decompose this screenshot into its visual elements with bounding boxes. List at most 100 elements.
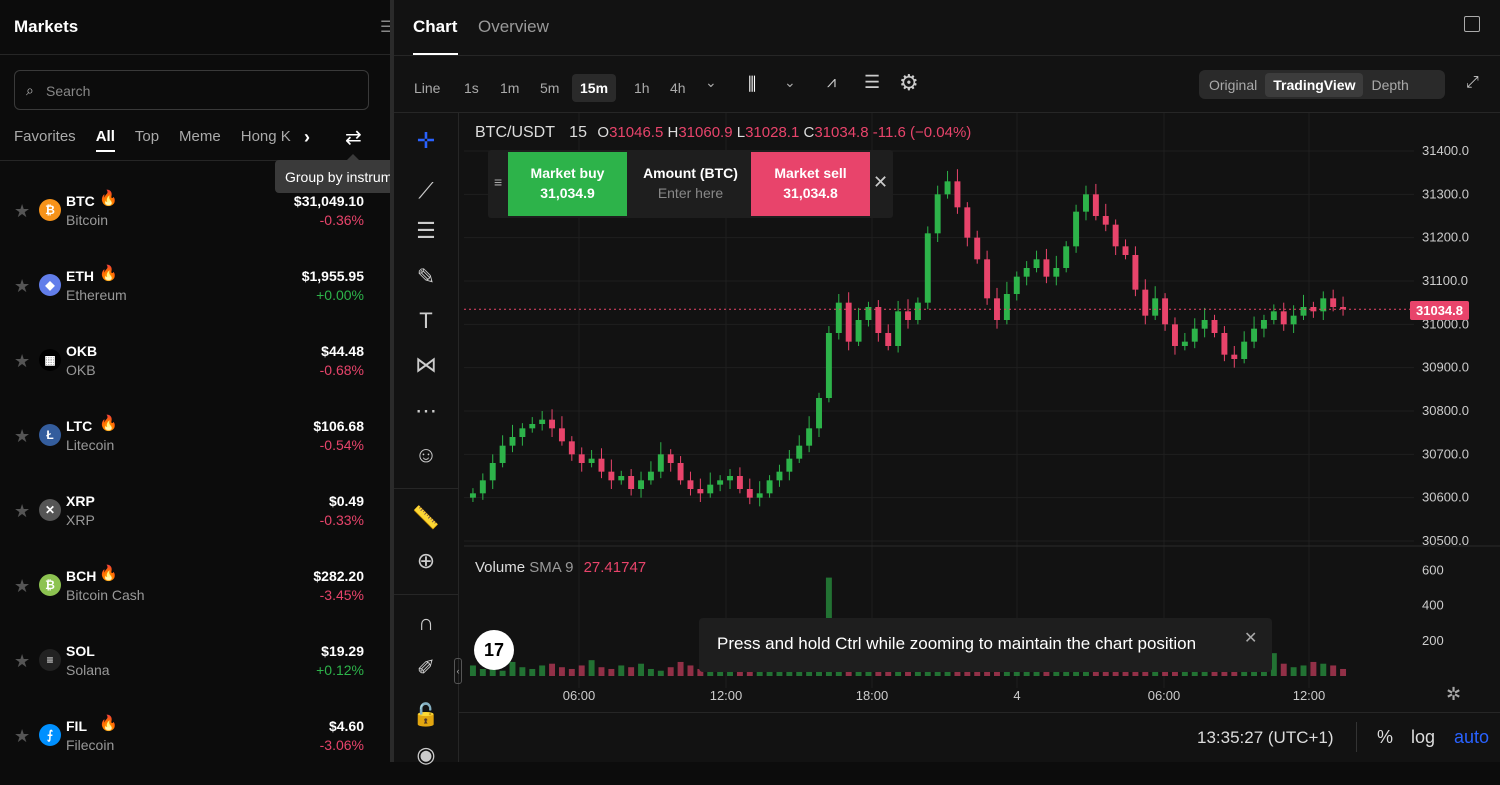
quick-trade: ≡ Market buy 31,034.9 Amount (BTC) Enter… <box>488 150 893 218</box>
market-sell-button[interactable]: Market sell 31,034.8 <box>751 152 870 216</box>
star-icon[interactable]: ★ <box>14 351 31 371</box>
interval: 15 <box>569 124 587 141</box>
tf-4h[interactable]: 4h <box>670 80 686 96</box>
view-switcher: Original TradingView Depth <box>1199 70 1445 99</box>
candle-body <box>539 419 546 424</box>
coin-logo-icon: ≡ <box>39 649 61 671</box>
candle-body <box>1172 324 1178 346</box>
star-icon[interactable]: ★ <box>14 501 31 521</box>
list-icon[interactable]: ☰ <box>864 72 881 92</box>
candle-body <box>1251 328 1258 342</box>
candle-body <box>1112 224 1119 247</box>
collapse-toolbar-icon[interactable]: ‹ <box>454 658 462 684</box>
panel-divider[interactable] <box>390 0 394 762</box>
candle-body <box>1132 255 1139 290</box>
drag-handle-icon[interactable]: ≡ <box>494 174 503 190</box>
star-icon[interactable]: ★ <box>14 201 31 221</box>
brush-icon[interactable]: ✎ <box>416 264 436 289</box>
candle-body <box>885 333 892 346</box>
trendline-icon[interactable]: ⟋ <box>418 178 434 203</box>
coin-row[interactable]: ★ ₿ BTC 🔥 Bitcoin $31,049.10 -0.36% <box>0 185 390 260</box>
star-icon[interactable]: ★ <box>14 426 31 446</box>
market-buy-button[interactable]: Market buy 31,034.9 <box>508 152 627 216</box>
candle-body <box>509 437 516 446</box>
ruler-icon[interactable]: 📏 <box>412 505 440 530</box>
coin-row[interactable]: ★ ◆ ETH 🔥 Ethereum $1,955.95 +0.00% <box>0 260 390 335</box>
tab-overview[interactable]: Overview <box>478 17 549 36</box>
candle-body <box>974 237 981 260</box>
coin-name: XRP <box>66 512 95 528</box>
coin-row[interactable]: ★ ✕ XRP XRP $0.49 -0.33% <box>0 485 390 560</box>
view-depth[interactable]: Depth <box>1371 76 1409 93</box>
close-icon[interactable]: ✕ <box>873 172 889 192</box>
pattern-icon[interactable]: ⋈ <box>415 352 437 377</box>
candle-body <box>984 259 991 299</box>
star-icon[interactable]: ★ <box>14 726 31 746</box>
crosshair-icon[interactable]: ✛ <box>416 128 436 153</box>
tab-all[interactable]: All <box>95 128 115 152</box>
star-icon[interactable]: ★ <box>14 576 31 596</box>
amount-field[interactable]: Amount (BTC) Enter here <box>643 165 738 201</box>
candle-body <box>806 428 813 446</box>
expand-icon[interactable]: ⤢ <box>1466 74 1479 91</box>
tf-line[interactable]: Line <box>414 80 441 96</box>
volume-bar <box>1310 661 1317 676</box>
window-icon[interactable] <box>1464 16 1480 32</box>
candle-body <box>816 398 822 429</box>
tf-1s[interactable]: 1s <box>464 80 479 96</box>
magnet-icon[interactable]: ∩ <box>418 610 434 635</box>
candle-body <box>1201 320 1208 329</box>
star-icon[interactable]: ★ <box>14 276 31 296</box>
emoji-icon[interactable]: ☺ <box>414 442 438 467</box>
clock[interactable]: 13:35:27 (UTC+1) <box>1197 728 1334 747</box>
close-icon[interactable]: ✕ <box>1244 630 1258 647</box>
percent-toggle[interactable]: % <box>1377 727 1394 747</box>
view-tradingview[interactable]: TradingView <box>1265 72 1364 97</box>
fib-icon[interactable]: ☰ <box>416 218 436 243</box>
star-icon[interactable]: ★ <box>14 651 31 671</box>
log-toggle[interactable]: log <box>1411 727 1436 747</box>
coin-symbol: FIL <box>66 718 87 734</box>
candle-body <box>568 441 575 455</box>
forecast-icon[interactable]: ⋯ <box>415 398 437 423</box>
tf-15m[interactable]: 15m <box>572 74 617 102</box>
tab-favorites[interactable]: Favorites <box>14 128 76 145</box>
chart-settings-icon[interactable]: ✲ <box>1446 684 1462 704</box>
zoom-icon[interactable]: ⊕ <box>416 548 436 573</box>
indicators-icon[interactable]: ⩘ <box>827 74 837 91</box>
chevron-down-icon[interactable]: ⌄ <box>784 74 796 90</box>
gear-icon[interactable]: ⚙ <box>899 70 919 95</box>
group-toggle-icon[interactable]: ⇄ <box>345 127 362 149</box>
coin-row[interactable]: ★ ≡ SOL Solana $19.29 +0.12% <box>0 635 390 710</box>
tab-chart[interactable]: Chart <box>413 17 458 36</box>
candle-body <box>1162 298 1169 325</box>
eye-icon[interactable]: ◉ <box>416 742 436 767</box>
candle-body <box>499 445 506 463</box>
text-icon[interactable]: T <box>419 308 433 333</box>
unlock-icon[interactable]: 🔓 <box>412 702 440 727</box>
x-tick-label: 06:00 <box>563 688 596 703</box>
view-original[interactable]: Original <box>1209 76 1258 93</box>
chevron-down-icon[interactable]: ⌄ <box>705 74 717 90</box>
pair-info: BTC/USDT 15 O31046.5 H31060.9 L31028.1 C… <box>475 124 971 142</box>
tab-top[interactable]: Top <box>134 128 160 145</box>
volume-bar <box>1191 670 1198 676</box>
volume-bar <box>727 670 733 676</box>
coin-row[interactable]: ★ ▦ OKB OKB $44.48 -0.68% <box>0 335 390 410</box>
coin-row[interactable]: ★ ⨍ FIL 🔥 Filecoin $4.60 -3.06% <box>0 710 390 785</box>
tf-5m[interactable]: 5m <box>540 80 560 96</box>
coin-row[interactable]: ★ ₿ BCH 🔥 Bitcoin Cash $282.20 -3.45% <box>0 560 390 635</box>
chevron-right-icon[interactable]: › <box>304 127 310 147</box>
volume-bar <box>1290 667 1297 676</box>
tf-1m[interactable]: 1m <box>500 80 520 96</box>
lock-drawing-icon[interactable]: ✐ <box>416 655 436 680</box>
coin-price: $0.49 <box>328 493 364 509</box>
candles-icon[interactable]: ⫼ <box>748 74 757 94</box>
tab-meme[interactable]: Meme <box>179 128 221 145</box>
tab-hong-kong[interactable]: Hong K <box>240 128 291 145</box>
coin-row[interactable]: ★ Ł LTC 🔥 Litecoin $106.68 -0.54% <box>0 410 390 485</box>
auto-toggle[interactable]: auto <box>1454 727 1490 747</box>
tf-1h[interactable]: 1h <box>634 80 650 96</box>
volume-bar <box>608 668 615 676</box>
search-input[interactable]: ⌕ Search <box>14 70 369 110</box>
